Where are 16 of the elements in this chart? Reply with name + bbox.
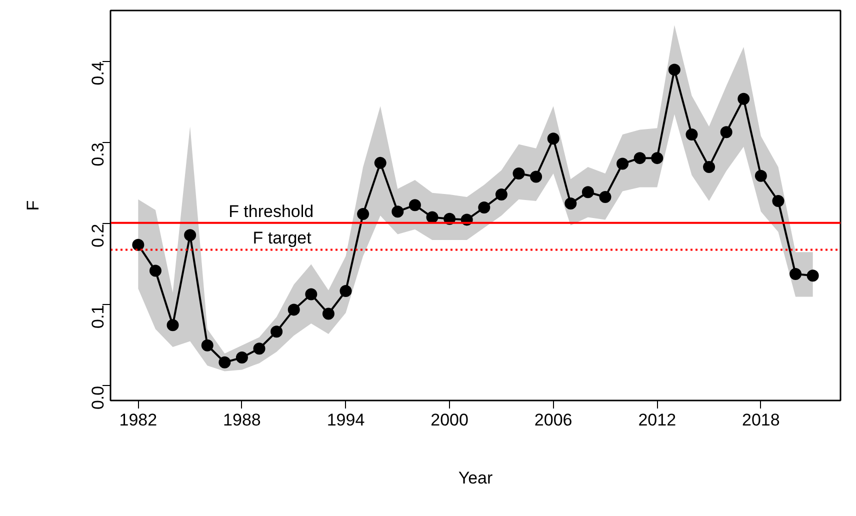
y-tick-label: 0.0	[88, 386, 108, 410]
x-tick-label: 1982	[119, 410, 158, 430]
x-tick-label: 2012	[638, 410, 676, 430]
y-tick-label: 0.2	[88, 224, 108, 248]
y-tick-label: 0.3	[88, 142, 108, 166]
ref-line-label: F threshold	[228, 202, 314, 221]
x-axis-title: Year	[458, 468, 494, 488]
y-tick-label: 0.4	[88, 62, 108, 86]
ref-line-label: F target	[252, 228, 312, 248]
x-tick-label: 2018	[742, 410, 780, 430]
y-tick-label: 0.1	[88, 304, 108, 328]
x-tick-label: 2006	[534, 410, 572, 430]
x-tick-label: 1994	[326, 410, 365, 430]
x-tick-label: 1988	[223, 410, 261, 430]
x-tick-label: 2000	[430, 410, 468, 430]
y-axis-title: F	[24, 200, 42, 211]
